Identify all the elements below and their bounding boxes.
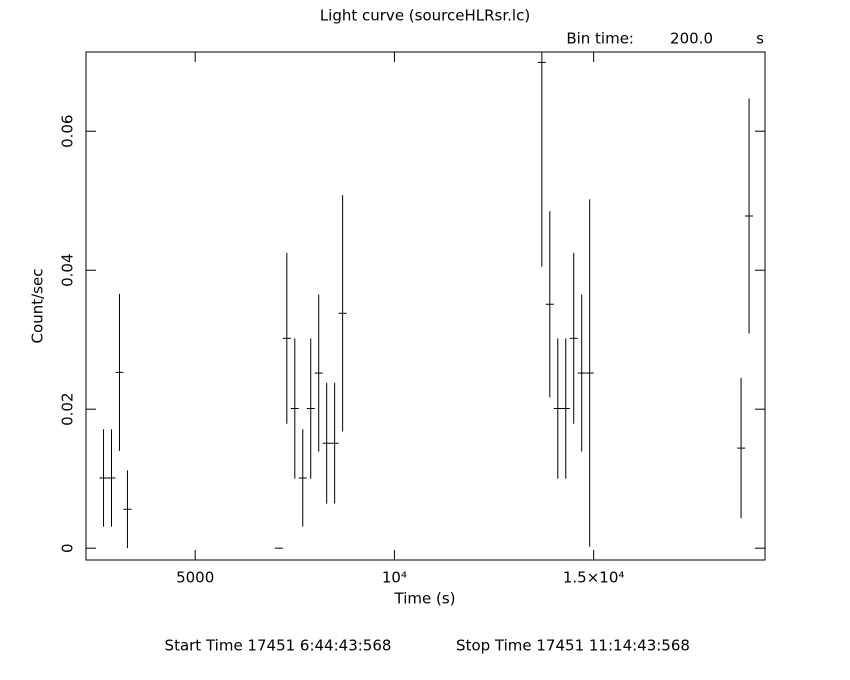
- y-tick-label: 0.04: [59, 254, 77, 287]
- y-axis-label: Count/sec: [29, 269, 47, 344]
- bin-time-unit: s: [756, 30, 764, 48]
- y-tick-label: 0: [59, 543, 77, 553]
- y-tick-label: 0.06: [59, 115, 77, 148]
- stop-time: Stop Time 17451 11:14:43:568: [456, 637, 690, 655]
- bin-time-value: 200.0: [670, 30, 713, 48]
- x-tick-label: 10⁴: [382, 569, 407, 587]
- x-tick-label: 1.5×10⁴: [563, 569, 625, 587]
- plot-frame: [85, 51, 766, 561]
- x-axis-label: Time (s): [394, 590, 456, 608]
- bin-time-label: Bin time:: [566, 30, 634, 48]
- plot-area: [99, 52, 754, 549]
- y-tick-label: 0.02: [59, 392, 77, 425]
- chart-title: Light curve (sourceHLRsr.lc): [320, 7, 530, 25]
- start-time: Start Time 17451 6:44:43:568: [165, 637, 392, 655]
- x-tick-label: 5000: [176, 569, 214, 587]
